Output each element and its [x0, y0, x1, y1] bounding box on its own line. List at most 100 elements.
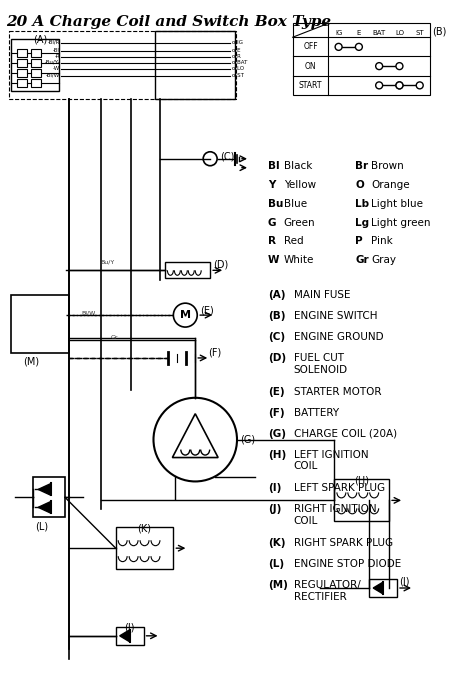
- Text: Blue: Blue: [284, 198, 307, 209]
- Text: (K): (K): [137, 523, 152, 533]
- Circle shape: [396, 82, 403, 89]
- Text: (A): (A): [33, 34, 47, 44]
- Text: CHARGE COIL (20A): CHARGE COIL (20A): [294, 429, 397, 439]
- Text: M: M: [180, 310, 191, 320]
- Text: (I): (I): [268, 484, 281, 493]
- Text: ENGINE SWITCH: ENGINE SWITCH: [294, 311, 377, 321]
- Text: o ST: o ST: [232, 72, 244, 78]
- Text: (H): (H): [354, 475, 369, 486]
- Text: (H): (H): [268, 450, 286, 460]
- Bar: [11, 295, 69, 353]
- Text: ENGINE GROUND: ENGINE GROUND: [294, 332, 383, 342]
- Bar: [17, 49, 27, 57]
- Text: (G): (G): [268, 429, 286, 439]
- Text: Yellow: Yellow: [284, 180, 316, 189]
- Text: FUEL CUT
SOLENOID: FUEL CUT SOLENOID: [294, 353, 348, 375]
- Bar: [165, 263, 210, 278]
- Bar: [17, 69, 27, 77]
- Text: Pink: Pink: [371, 236, 393, 247]
- Text: Bl/W: Bl/W: [81, 310, 95, 315]
- Text: -W: -W: [53, 65, 60, 70]
- Text: Lg: Lg: [356, 218, 369, 227]
- Text: o LO: o LO: [232, 65, 244, 70]
- Bar: [31, 59, 41, 67]
- Text: W: W: [268, 256, 279, 265]
- Text: o BAT: o BAT: [232, 60, 247, 65]
- Polygon shape: [373, 582, 383, 594]
- Text: (L): (L): [268, 559, 284, 569]
- Bar: [116, 627, 144, 645]
- Circle shape: [376, 82, 383, 89]
- Text: (C): (C): [220, 152, 235, 162]
- Circle shape: [356, 43, 362, 50]
- Text: Bu: Bu: [268, 198, 283, 209]
- Text: o E: o E: [232, 48, 240, 52]
- Text: STARTER MOTOR: STARTER MOTOR: [294, 387, 381, 397]
- Bar: [369, 579, 397, 597]
- Text: LO: LO: [395, 30, 404, 37]
- Text: Bl: Bl: [268, 161, 280, 171]
- Circle shape: [376, 63, 383, 70]
- Text: (M): (M): [23, 357, 39, 367]
- Text: (D): (D): [268, 353, 286, 363]
- Polygon shape: [38, 502, 51, 513]
- Bar: [31, 79, 41, 87]
- Text: MAIN FUSE: MAIN FUSE: [294, 290, 350, 300]
- Bar: [335, 480, 389, 522]
- Text: -Bl: -Bl: [53, 48, 60, 52]
- Text: (J): (J): [268, 504, 281, 515]
- Bar: [292, 23, 430, 95]
- Text: (E): (E): [200, 305, 214, 315]
- Text: (A): (A): [268, 290, 285, 300]
- Text: RIGHT SPARK PLUG: RIGHT SPARK PLUG: [294, 538, 393, 548]
- Text: REGULATOR/
RECTIFIER: REGULATOR/ RECTIFIER: [294, 580, 360, 601]
- Text: (B): (B): [432, 26, 446, 37]
- Text: Green: Green: [284, 218, 315, 227]
- Text: ON: ON: [305, 61, 316, 71]
- Polygon shape: [38, 484, 51, 495]
- Bar: [11, 39, 59, 91]
- Text: Brown: Brown: [371, 161, 404, 171]
- Text: Black: Black: [284, 161, 312, 171]
- Text: RIGHT IGNITION
COIL: RIGHT IGNITION COIL: [294, 504, 376, 526]
- Text: (J): (J): [124, 623, 135, 633]
- Text: (E): (E): [268, 387, 284, 397]
- Polygon shape: [120, 630, 129, 641]
- Text: BATTERY: BATTERY: [294, 408, 339, 418]
- Text: (L): (L): [35, 522, 48, 531]
- Text: OFF: OFF: [303, 42, 318, 52]
- Text: Orange: Orange: [371, 180, 410, 189]
- Circle shape: [335, 43, 342, 50]
- Text: ST: ST: [415, 30, 424, 37]
- Text: ENGINE STOP DIODE: ENGINE STOP DIODE: [294, 559, 401, 569]
- Text: LEFT SPARK PLUG: LEFT SPARK PLUG: [294, 484, 385, 493]
- Text: o R: o R: [232, 54, 241, 59]
- Circle shape: [416, 82, 423, 89]
- Text: O: O: [356, 180, 364, 189]
- Text: LEFT IGNITION
COIL: LEFT IGNITION COIL: [294, 450, 368, 471]
- Text: IG: IG: [335, 30, 342, 37]
- Text: (G): (G): [240, 435, 255, 444]
- Text: (B): (B): [268, 311, 285, 321]
- Text: Lb: Lb: [356, 198, 369, 209]
- Bar: [17, 59, 27, 67]
- Text: -R: -R: [55, 54, 60, 59]
- Text: START: START: [299, 81, 322, 90]
- Text: Gr: Gr: [111, 335, 118, 340]
- Circle shape: [396, 82, 403, 89]
- Text: Gray: Gray: [371, 256, 396, 265]
- Text: -Bl/W: -Bl/W: [46, 72, 60, 78]
- Text: (D): (D): [213, 259, 228, 269]
- Bar: [33, 477, 65, 517]
- Text: -Bl/R: -Bl/R: [47, 40, 60, 45]
- Bar: [155, 31, 235, 99]
- Text: (F): (F): [208, 348, 221, 358]
- Circle shape: [396, 63, 403, 70]
- Text: Light green: Light green: [371, 218, 431, 227]
- Text: (K): (K): [268, 538, 285, 548]
- Text: R: R: [268, 236, 276, 247]
- Text: 20 A Charge Coil and Switch Box Type: 20 A Charge Coil and Switch Box Type: [6, 15, 331, 30]
- Text: Br: Br: [356, 161, 368, 171]
- Text: E: E: [357, 30, 361, 37]
- Bar: [31, 69, 41, 77]
